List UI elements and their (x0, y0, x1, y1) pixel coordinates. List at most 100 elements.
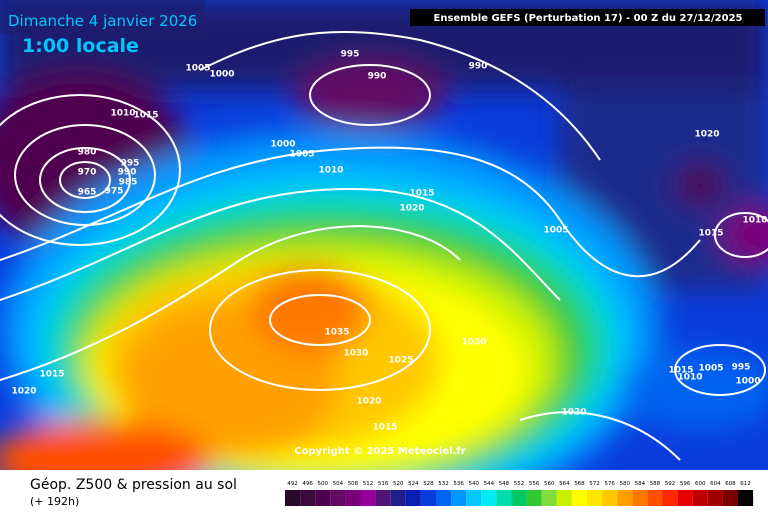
model-box (410, 9, 765, 26)
colorbar-swatch (677, 490, 693, 506)
isobar-label: 1015 (668, 366, 693, 376)
isobar-label: 1030 (343, 349, 368, 359)
colorbar-label: 524 (408, 481, 419, 487)
isobar-label: 1000 (209, 70, 234, 80)
colorbar-label: 540 (469, 481, 480, 487)
isobar-label: 995 (341, 50, 360, 60)
colorbar-label: 508 (348, 481, 359, 487)
colorbar-swatch (602, 490, 618, 506)
isobar-label: 1005 (698, 364, 723, 374)
isobar-label: 1025 (388, 356, 413, 366)
isobar-label: 1005 (543, 226, 568, 236)
isobar-label: 1020 (561, 408, 586, 418)
colorbar-label: 564 (559, 481, 570, 487)
date-label: Dimanche 4 janvier 2026 (8, 12, 197, 30)
isobar-label: 1020 (11, 387, 36, 397)
isobar-label: 990 (118, 168, 137, 178)
colorbar-swatch (541, 490, 557, 506)
footer-title: Géop. Z500 & pression au sol (30, 477, 237, 493)
colorbar-swatch (390, 490, 406, 506)
isobar-label: 985 (119, 178, 138, 188)
colorbar-label: 604 (710, 481, 721, 487)
time-label: 1:00 locale (22, 35, 139, 57)
colorbar-swatch (436, 490, 452, 506)
isobar-label: 1015 (39, 370, 64, 380)
isobar-label: 1020 (399, 204, 424, 214)
colorbar-swatch (662, 490, 678, 506)
colorbar-label: 532 (438, 481, 449, 487)
colorbar-label: 520 (393, 481, 404, 487)
colorbar-label: 560 (544, 481, 555, 487)
isobar-label: 995 (121, 159, 140, 169)
colorbar-swatch (330, 490, 346, 506)
colorbar-swatch (405, 490, 421, 506)
colorbar-swatch (285, 490, 301, 506)
colorbar-swatch (481, 490, 497, 506)
colorbar-swatch (587, 490, 603, 506)
colorbar-label: 512 (363, 481, 374, 487)
colorbar: 492 496 500 504 508 512 516 520 524 528 532 536 540 5… (285, 481, 754, 506)
isobar-label: 965 (78, 188, 97, 198)
colorbar-label: 552 (514, 481, 525, 487)
isobar-label: 995 (732, 363, 751, 373)
colorbar-label: 516 (378, 481, 389, 487)
colorbar-swatch (375, 490, 391, 506)
colorbar-swatch (420, 490, 436, 506)
colorbar-swatch (451, 490, 467, 506)
isobar-label: 990 (469, 62, 488, 72)
colorbar-swatch (556, 490, 572, 506)
colorbar-label: 612 (740, 481, 751, 487)
colorbar-swatch (360, 490, 376, 506)
colorbar-label: 500 (318, 481, 329, 487)
isobar-label: 1015 (409, 189, 434, 199)
isobar-label: 990 (368, 72, 387, 82)
colorbar-swatch (647, 490, 663, 506)
colorbar-label: 572 (589, 481, 600, 487)
isobar-label: 1035 (324, 328, 349, 338)
isobar-label: 1015 (372, 423, 397, 433)
colorbar-swatch (692, 490, 708, 506)
colorbar-swatch (571, 490, 587, 506)
isobar-label: 980 (78, 148, 97, 158)
date-box (0, 0, 205, 34)
colorbar-swatch (511, 490, 527, 506)
colorbar-label: 492 (287, 481, 298, 487)
isobar-label: 975 (105, 187, 124, 197)
colorbar-swatch (526, 490, 542, 506)
isobar-label: 1010 (677, 373, 702, 383)
colorbar-label: 504 (333, 481, 344, 487)
colorbar-swatch (617, 490, 633, 506)
colorbar-swatch (315, 490, 331, 506)
isobar-label: 1010 (318, 166, 343, 176)
isobar-label: 1000 (735, 377, 760, 387)
colorbar-swatch (722, 490, 738, 506)
isobar-label: 1005 (289, 150, 314, 160)
colorbar-label: 548 (499, 481, 510, 487)
colorbar-swatch (632, 490, 648, 506)
copyright: Copyright © 2025 Meteociel.fr (294, 446, 465, 457)
colorbar-swatch (738, 490, 754, 506)
colorbar-label: 592 (665, 481, 676, 487)
colorbar-swatch (466, 490, 482, 506)
colorbar-label: 580 (620, 481, 631, 487)
colorbar-label: 600 (695, 481, 706, 487)
colorbar-label: 588 (650, 481, 661, 487)
colorbar-label: 544 (484, 481, 495, 487)
isobar-label: 1010 (742, 216, 767, 226)
model-label: Ensemble GEFS (Perturbation 17) - 00 Z d… (434, 13, 743, 24)
isobar-label: 1015 (698, 229, 723, 239)
colorbar-swatch (300, 490, 316, 506)
colorbar-label: 536 (453, 481, 464, 487)
isobar-label: 970 (78, 168, 97, 178)
isobar-label: 1020 (356, 397, 381, 407)
colorbar-swatch (496, 490, 512, 506)
colorbar-label: 596 (680, 481, 691, 487)
colorbar-label: 556 (529, 481, 540, 487)
colorbar-label: 608 (725, 481, 736, 487)
colorbar-label: 568 (574, 481, 585, 487)
colorbar-label: 528 (423, 481, 434, 487)
colorbar-swatch (707, 490, 723, 506)
isobar-label: 1020 (694, 130, 719, 140)
colorbar-swatch (345, 490, 361, 506)
